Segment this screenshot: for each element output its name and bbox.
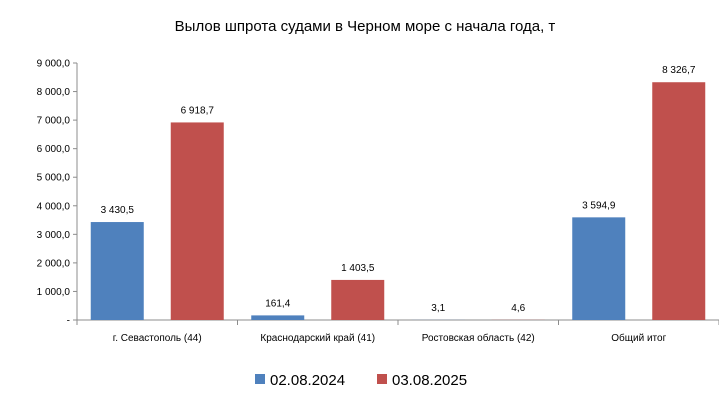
y-tick-label: 6 000,0	[37, 144, 71, 155]
bar-value-label: 8 326,7	[662, 65, 696, 76]
bar	[90, 222, 144, 320]
x-category-label: Общий итог	[611, 332, 666, 344]
y-tick-label: 4 000,0	[37, 201, 71, 212]
bar	[251, 315, 305, 320]
y-axis: - 1 000,0 2 000,0 3 000,0 4 000,0 5 000,0 6 00…	[37, 59, 78, 327]
legend-swatch	[255, 374, 265, 384]
y-tick-label: 3 000,0	[37, 230, 71, 241]
bar-value-label: 6 918,7	[181, 105, 215, 116]
x-category-label: Краснодарский край (41)	[260, 333, 375, 344]
bar-value-label: 1 403,5	[341, 263, 375, 274]
bar	[331, 279, 385, 320]
bar-value-label: 3 430,5	[101, 205, 135, 216]
x-axis: г. Севастополь (44) Краснодарский край (4…	[76, 319, 719, 344]
y-tick-label: 7 000,0	[37, 116, 71, 127]
bar-value-label: 3 594,9	[582, 200, 616, 211]
y-tick-label: -	[67, 316, 70, 327]
bar	[572, 217, 626, 320]
y-tick-label: 8 000,0	[37, 87, 71, 98]
legend-label: 02.08.2024	[270, 372, 345, 389]
bar	[652, 82, 706, 320]
y-tick-label: 2 000,0	[37, 258, 71, 269]
legend-swatch	[377, 374, 387, 384]
legend: 02.08.2024 03.08.2025	[255, 372, 467, 389]
y-tick-label: 9 000,0	[37, 59, 71, 70]
y-tick-label: 5 000,0	[37, 173, 71, 184]
chart-title: Вылов шпрота судами в Черном море с нача…	[175, 18, 556, 35]
bar-value-label: 4,6	[511, 303, 525, 314]
data-labels: 3 430,5 6 918,7 161,4 1 403,5 3,1 4,6 3 594,9 8…	[101, 65, 696, 314]
bars	[90, 82, 706, 320]
x-category-label: г. Севастополь (44)	[113, 333, 202, 344]
bar-value-label: 3,1	[431, 303, 445, 314]
legend-label: 03.08.2025	[392, 372, 467, 389]
x-category-label: Ростовская область (42)	[422, 332, 535, 344]
bar	[170, 122, 224, 320]
bar-value-label: 161,4	[265, 298, 290, 309]
y-tick-label: 1 000,0	[37, 287, 71, 298]
